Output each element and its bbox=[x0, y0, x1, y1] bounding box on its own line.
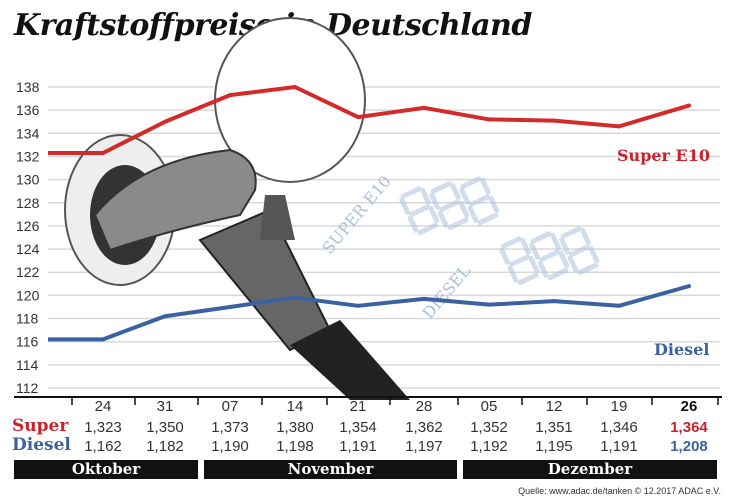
y-tick-label: 116 bbox=[16, 334, 39, 350]
data-point bbox=[617, 124, 621, 129]
data-point bbox=[228, 304, 232, 309]
data-point bbox=[101, 150, 105, 155]
price-display-digit-illustration bbox=[499, 236, 540, 286]
y-tick-label: 134 bbox=[16, 125, 40, 141]
legend-diesel: Diesel bbox=[654, 340, 710, 359]
x-tick-label: 24 bbox=[94, 398, 112, 415]
diesel-price-cell: 1,191 bbox=[339, 438, 377, 455]
diesel-price-cell: 1,198 bbox=[276, 438, 314, 455]
y-tick-label: 118 bbox=[16, 311, 39, 327]
price-display-digit-illustration bbox=[399, 186, 440, 236]
data-point bbox=[687, 284, 691, 289]
data-point bbox=[101, 337, 105, 342]
data-point bbox=[422, 105, 426, 110]
series-line-diesel bbox=[48, 284, 690, 342]
diesel-price-cell: 1,208 bbox=[670, 438, 708, 455]
diesel-price-cell: 1,192 bbox=[470, 438, 508, 455]
super-price-cell: 1,364 bbox=[670, 419, 708, 436]
x-tick-label: 19 bbox=[610, 398, 628, 415]
x-tick-label: 26 bbox=[680, 398, 698, 415]
data-point bbox=[293, 85, 297, 89]
y-tick-label: 112 bbox=[16, 380, 39, 396]
data-point bbox=[356, 115, 360, 120]
data-point bbox=[228, 93, 232, 98]
super-price-cell: 1,352 bbox=[470, 419, 508, 436]
x-tick-label: 21 bbox=[349, 398, 367, 415]
price-display-digit-illustration bbox=[459, 176, 500, 226]
illustration-text: DIESEL bbox=[419, 261, 475, 323]
y-tick-label: 122 bbox=[16, 264, 40, 280]
data-point bbox=[356, 303, 360, 308]
illustration-text: SUPER E10 bbox=[319, 172, 395, 258]
data-point bbox=[163, 119, 167, 124]
price-display-digit-illustration bbox=[529, 231, 570, 281]
y-tick-label: 120 bbox=[16, 287, 40, 303]
y-tick-label: 126 bbox=[16, 218, 40, 234]
data-point bbox=[422, 296, 426, 301]
data-point bbox=[687, 103, 691, 108]
price-display-digit-illustration bbox=[559, 226, 600, 276]
data-point bbox=[163, 314, 167, 319]
price-display-digit-illustration bbox=[429, 181, 470, 231]
hose-illustration bbox=[290, 320, 410, 400]
diesel-price-cell: 1,190 bbox=[211, 438, 249, 455]
super-price-cell: 1,346 bbox=[600, 419, 638, 436]
y-tick-label: 128 bbox=[16, 195, 40, 211]
super-price-cell: 1,351 bbox=[535, 419, 573, 436]
valve-illustration bbox=[260, 195, 295, 240]
y-tick-label: 132 bbox=[16, 148, 40, 164]
data-point bbox=[552, 118, 556, 123]
diesel-price-cell: 1,197 bbox=[405, 438, 443, 455]
row-label-super: Super bbox=[12, 416, 69, 436]
data-point bbox=[487, 117, 491, 122]
x-tick-label: 12 bbox=[545, 398, 563, 415]
month-oktober: Oktober bbox=[14, 460, 198, 479]
y-tick-label: 130 bbox=[16, 172, 40, 188]
month-november: November bbox=[204, 460, 457, 479]
diesel-price-cell: 1,191 bbox=[600, 438, 638, 455]
legend-super-e10: Super E10 bbox=[617, 146, 711, 165]
x-tick-label: 07 bbox=[221, 398, 239, 415]
x-tick-label: 14 bbox=[286, 398, 304, 415]
x-tick-label: 28 bbox=[415, 398, 433, 415]
data-point bbox=[293, 295, 297, 300]
y-tick-label: 124 bbox=[16, 241, 40, 257]
diesel-price-cell: 1,162 bbox=[84, 438, 122, 455]
super-price-cell: 1,350 bbox=[146, 419, 184, 436]
month-dezember: Dezember bbox=[463, 460, 717, 479]
data-point bbox=[487, 302, 491, 307]
super-price-cell: 1,354 bbox=[339, 419, 377, 436]
super-price-cell: 1,373 bbox=[211, 419, 249, 436]
y-tick-label: 138 bbox=[16, 79, 40, 95]
x-tick-label: 31 bbox=[156, 398, 174, 415]
super-price-cell: 1,323 bbox=[84, 419, 122, 436]
diesel-price-cell: 1,182 bbox=[146, 438, 184, 455]
data-point bbox=[617, 303, 621, 308]
super-price-cell: 1,380 bbox=[276, 419, 314, 436]
nozzle-head-illustration bbox=[93, 148, 257, 252]
y-tick-label: 136 bbox=[16, 102, 40, 118]
y-tick-label: 114 bbox=[16, 357, 39, 373]
data-point bbox=[552, 299, 556, 304]
row-label-diesel: Diesel bbox=[12, 435, 71, 455]
diesel-price-cell: 1,195 bbox=[535, 438, 573, 455]
source-note: Quelle: www.adac.de/tanken © 12.2017 ADA… bbox=[518, 486, 721, 496]
super-price-cell: 1,362 bbox=[405, 419, 443, 436]
x-tick-label: 05 bbox=[480, 398, 498, 415]
